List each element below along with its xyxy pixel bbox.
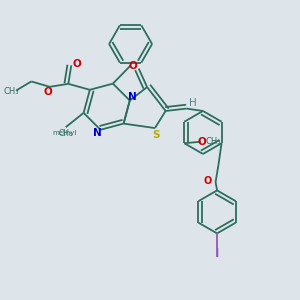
Text: N: N (128, 92, 136, 102)
Text: O: O (72, 59, 81, 69)
Text: O: O (204, 176, 212, 185)
Text: H: H (189, 98, 197, 108)
Text: O: O (44, 87, 53, 97)
Text: CH₃: CH₃ (3, 87, 19, 96)
Text: methyl: methyl (52, 130, 76, 136)
Text: CH₃: CH₃ (206, 137, 221, 146)
Text: I: I (215, 247, 219, 260)
Text: CH₃: CH₃ (58, 129, 73, 138)
Text: O: O (198, 137, 207, 147)
Text: O: O (129, 61, 138, 71)
Text: S: S (153, 130, 160, 140)
Text: N: N (93, 128, 101, 138)
